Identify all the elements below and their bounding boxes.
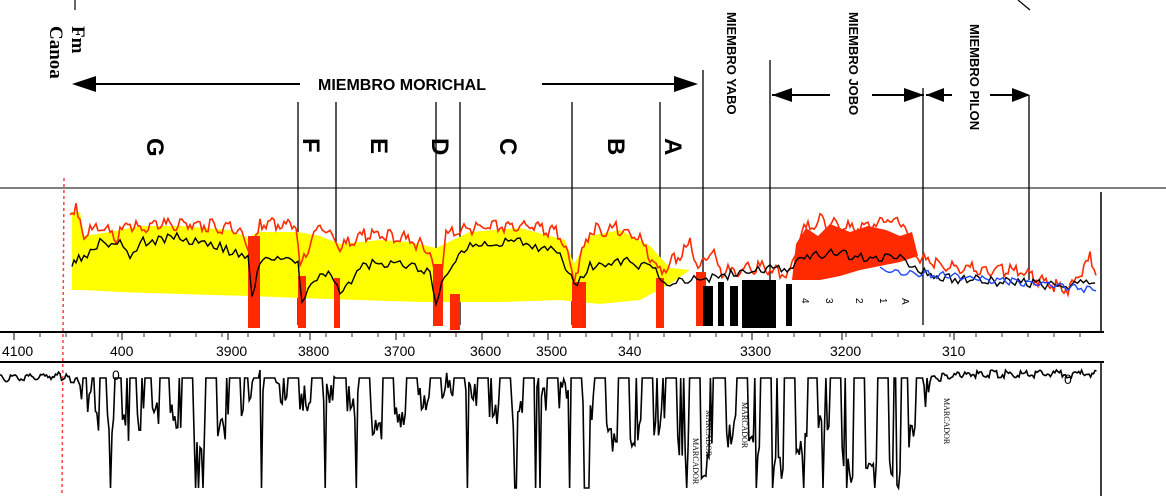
upper-log-mark: 3 bbox=[823, 298, 834, 304]
depth-tick-label: 340 bbox=[618, 343, 642, 359]
lower-log-panel: 0 0 MARCADOR MARCADOR MARCADOR MARCADOR bbox=[0, 362, 1102, 496]
depth-tick-label: 3600 bbox=[470, 343, 501, 359]
member-label-jobo: MIEMBRO JOBO bbox=[846, 12, 861, 115]
marker-label-1: MARCADOR bbox=[704, 410, 713, 457]
upper-log-mark: 2 bbox=[853, 298, 864, 304]
subunit-label-c: C bbox=[494, 138, 521, 155]
lower-zero-right: 0 bbox=[1064, 371, 1072, 387]
subunit-label-e: E bbox=[365, 138, 392, 154]
depth-tick-label: 310 bbox=[942, 343, 966, 359]
red-log-curve bbox=[69, 203, 1097, 298]
jobo-red-fill bbox=[792, 224, 918, 280]
black-block bbox=[718, 282, 724, 326]
depth-tick-label: 400 bbox=[110, 343, 134, 359]
red-bar bbox=[572, 282, 586, 328]
formation-label-line1: Fm bbox=[67, 26, 88, 54]
red-bar bbox=[696, 272, 706, 326]
subunit-label-g: G bbox=[141, 138, 168, 157]
subunit-label-b: B bbox=[602, 138, 629, 155]
member-label-pilon: MIEMBRO PILON bbox=[967, 24, 982, 130]
member-label-yabo: MIEMBRO YABO bbox=[724, 12, 739, 115]
lower-zero-left: 0 bbox=[112, 367, 120, 383]
depth-axis: 4100 400 3900 3800 3700 3600 3500 340 3300 3200 31… bbox=[0, 331, 1104, 363]
member-label-morichal: MIEMBRO MORICHAL bbox=[318, 77, 486, 94]
depth-tick-label: 3300 bbox=[740, 343, 771, 359]
depth-tick-label: 3200 bbox=[830, 343, 861, 359]
black-block bbox=[730, 286, 738, 326]
depth-tick-label: 4100 bbox=[2, 343, 33, 359]
subunit-label-a: A bbox=[659, 138, 686, 155]
black-block bbox=[742, 280, 776, 328]
black-log-curve bbox=[71, 231, 1096, 308]
marker-label-3: MARCADOR bbox=[942, 398, 951, 445]
red-bar bbox=[450, 294, 460, 330]
red-bar bbox=[656, 278, 664, 328]
subunit-label-f: F bbox=[297, 138, 324, 153]
formation-label-line2: Canoa bbox=[45, 26, 66, 79]
black-block bbox=[786, 284, 792, 326]
depth-tick-label: 3900 bbox=[216, 343, 247, 359]
lower-log-curve bbox=[0, 368, 1097, 491]
depth-tick-label: 3800 bbox=[298, 343, 329, 359]
depth-reference-line bbox=[61, 177, 65, 496]
yellow-sand-fill bbox=[72, 212, 690, 304]
depth-tick-label: 3500 bbox=[536, 343, 567, 359]
header-right-tick bbox=[1017, 0, 1031, 11]
upper-log-mark: A bbox=[899, 298, 910, 305]
depth-tick-label: 3700 bbox=[384, 343, 415, 359]
upper-log-panel: 4 3 2 1 A bbox=[69, 192, 1102, 332]
pilon-extent-arrow bbox=[926, 88, 1030, 102]
red-bar bbox=[334, 278, 340, 328]
marker-label-4: MARCADOR bbox=[691, 438, 700, 485]
subunit-label-d: D bbox=[426, 138, 453, 155]
morichal-extent-arrow bbox=[72, 70, 698, 98]
upper-log-mark: 1 bbox=[877, 298, 888, 304]
marker-label-2: MARCADOR bbox=[740, 402, 749, 449]
black-block bbox=[703, 286, 713, 326]
upper-log-mark: 4 bbox=[799, 298, 810, 304]
jobo-extent-arrow bbox=[772, 88, 924, 102]
black-coal-blocks bbox=[703, 280, 792, 328]
blue-log-curve bbox=[879, 266, 1097, 294]
